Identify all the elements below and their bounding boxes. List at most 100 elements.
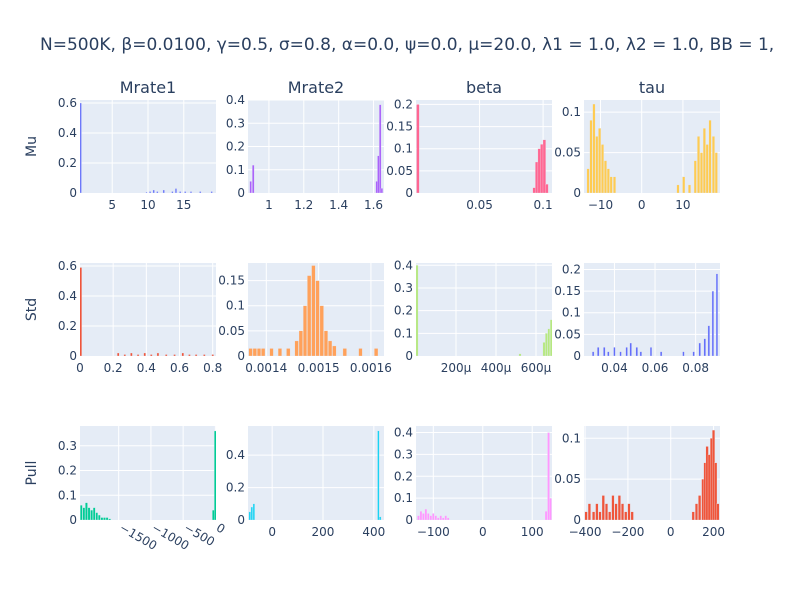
panel-std-mrate2-bar-1 (252, 348, 257, 356)
panel-std-tau-bar-13 (692, 351, 695, 356)
panel-pull-beta-bar-0 (417, 515, 420, 520)
panel-pull-mrate1-bar-0 (80, 505, 83, 520)
panel-pull-tau-bar-6 (605, 503, 608, 520)
panel-std-mrate1-xtick-4: 0.8 (203, 361, 222, 375)
panel-std-tau-ytick-4: 0.2 (562, 262, 581, 276)
panel-mu-tau-ytick-1: 0.05 (554, 146, 581, 160)
panel-mu-beta-bar-0 (416, 104, 420, 193)
panel-pull-beta-ytick-2: 0.2 (394, 469, 413, 483)
panel-mu-mrate1-ytick-2: 0.4 (58, 126, 77, 140)
panel-mu-tau-bar-13 (693, 160, 697, 193)
panel-mu-beta-ytick-4: 0.2 (394, 97, 413, 111)
panel-mu-mrate1-bar-2 (149, 191, 152, 193)
panel-mu-mrate2-xtick-3: 1.6 (364, 198, 383, 212)
panel-pull-beta-xtick-2: 100 (521, 525, 544, 539)
panel-std-beta-bar-4 (547, 328, 551, 356)
panel-std-tau-bars (592, 273, 719, 356)
panel-mu-beta-ytick-2: 0.1 (394, 142, 413, 156)
panel-mu-tau-bar-7 (606, 168, 610, 193)
panel-pull-mrate2-plot-area (248, 426, 384, 520)
panel-mu-beta-bar-3 (537, 148, 541, 193)
panel-std-mrate2-bar-8 (298, 330, 303, 356)
panel-mu-tau-xtick-2: 10 (675, 198, 690, 212)
panel-pull-tau-bar-11 (621, 503, 624, 520)
panel-std-mrate2-ytick-3: 0.15 (218, 274, 245, 288)
panel-mu-tau-bar-9 (613, 176, 616, 193)
panel-std-mrate2-bar-9 (303, 305, 307, 356)
panel-std-mrate1-ytick-1: 0.2 (58, 319, 77, 333)
panel-pull-tau-bar-9 (614, 503, 618, 520)
panel-std-mrate1-xtick-1: 0.2 (104, 361, 123, 375)
panel-mu-tau-bar-19 (712, 136, 715, 193)
panel-std-mrate2-xtick-2: 0.0016 (350, 361, 392, 375)
panel-pull-tau-bar-25 (716, 503, 720, 520)
panel-pull-beta-bar-8 (437, 517, 440, 520)
panel-pull-beta-bar-11 (444, 515, 447, 520)
panel-std-mrate1-bar-13 (203, 354, 206, 356)
panel-std-tau-bar-2 (603, 347, 606, 356)
panel-std-tau-bar-4 (613, 347, 616, 356)
panel-std-mrate2-ytick-0: 0 (237, 349, 245, 363)
panel-pull-mrate2-bar-4 (379, 516, 382, 520)
panel-std-beta-xtick-0: 200μ (441, 361, 472, 375)
panel-mu-beta-ytick-1: 0.05 (386, 164, 413, 178)
panel-mu-mrate2-bars (249, 104, 384, 193)
panel-std-tau-ytick-2: 0.1 (562, 306, 581, 320)
panel-std-mrate2-bar-13 (319, 305, 324, 356)
panel-std-mrate1-bar-11 (188, 354, 191, 356)
panel-mu-tau-xtick-0: −10 (588, 198, 613, 212)
panel-pull-tau-bar-5 (601, 495, 605, 520)
panel-std-tau-bar-10 (649, 347, 653, 356)
panel-mu-mrate1-ytick-3: 0.6 (58, 96, 77, 110)
panel-pull-mrate2-xtick-1: 200 (312, 525, 335, 539)
panel-std-beta: 200μ 400μ 600μ 0 0.1 0.2 0.3 0.4 (394, 258, 552, 375)
panel-std-tau: 0.04 0.06 0.08 0 0.05 0.1 0.15 0.2 (554, 262, 720, 375)
panel-std-mrate1-bar-14 (211, 354, 214, 356)
panel-pull-beta-bar-10 (442, 517, 445, 520)
panel-std-mrate2-bar-3 (261, 348, 266, 356)
panel-pull-mrate1-bar-5 (92, 507, 96, 520)
panel-pull-tau-xtick-2: 0 (667, 525, 675, 539)
panel-mu-mrate2-ytick-3: 0.3 (226, 116, 245, 130)
panel-pull-beta-bar-4 (427, 513, 430, 520)
panel-std-mrate2-ytick-1: 0.05 (218, 324, 245, 338)
panel-mu-mrate1-bars (80, 102, 213, 193)
panel-std-tau-plot-area (584, 263, 720, 356)
panel-mu-mrate1-bar-4 (156, 191, 159, 193)
panel-pull-mrate1-ytick-2: 0.2 (58, 464, 77, 478)
panel-mu-beta-bar-5 (542, 139, 546, 193)
panel-mu-mrate1-bar-12 (210, 191, 213, 193)
panel-pull-mrate2-ytick-2: 0.4 (226, 448, 245, 462)
panel-mu-mrate1-bar-11 (199, 191, 202, 193)
panel-std-mrate1-bar-3 (130, 352, 133, 356)
column-title-tau: tau (639, 78, 665, 97)
panel-std-tau-bar-1 (597, 347, 600, 356)
panel-pull-tau-bar-0 (584, 511, 588, 520)
panel-std-mrate1-xtick-0: 0 (76, 361, 84, 375)
panel-mu-tau-bar-12 (688, 184, 691, 193)
panel-std-beta-ytick-3: 0.3 (394, 281, 413, 295)
panel-pull-mrate1-bar-10 (105, 517, 109, 520)
panel-pull-tau-bars (584, 429, 720, 520)
panel-pull-tau-bar-12 (624, 511, 628, 520)
panel-std-mrate2-xtick-1: 0.0015 (298, 361, 340, 375)
panel-std-beta-ytick-4: 0.4 (394, 258, 413, 272)
panel-mu-mrate1-bar-9 (184, 191, 187, 193)
panel-std-tau-bar-8 (635, 347, 638, 356)
panel-std-mrate2-bar-17 (342, 348, 347, 356)
panel-std-mrate1-bar-0 (80, 267, 82, 356)
panel-mu-mrate2-ytick-1: 0.1 (226, 163, 245, 177)
panel-pull-tau-bar-1 (587, 503, 591, 520)
panel-pull-mrate1-bar-7 (98, 514, 101, 520)
panel-pull-beta-bar-9 (439, 515, 442, 520)
panel-std-tau-xtick-2: 0.08 (682, 361, 709, 375)
panel-mu-mrate1-bar-6 (171, 191, 174, 193)
panel-std-beta-bar-0 (416, 265, 419, 356)
panel-pull-beta-xtick-1: 0 (479, 525, 487, 539)
column-title-mrate1: Mrate1 (120, 78, 176, 97)
panel-std-mrate1-ytick-0: 0 (69, 349, 77, 363)
panel-mu-tau-bar-18 (708, 120, 712, 193)
panel-pull-beta-bar-13 (544, 511, 548, 520)
panel-pull-beta-xtick-0: −100 (417, 525, 450, 539)
